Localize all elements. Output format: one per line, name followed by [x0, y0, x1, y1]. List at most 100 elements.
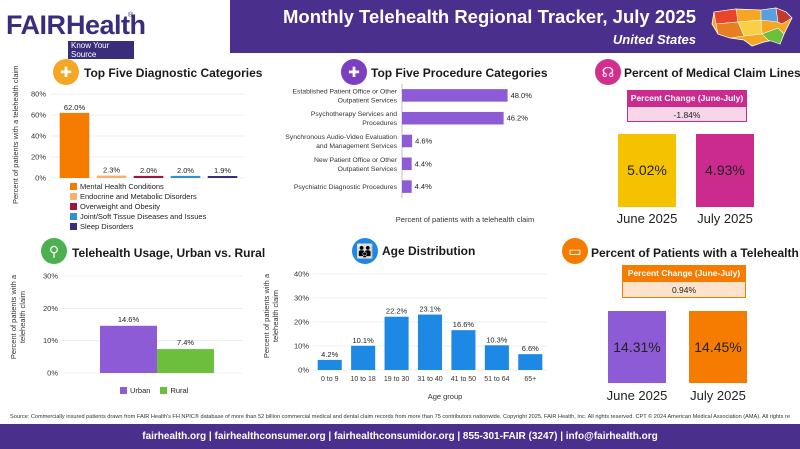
claim-lines-june-label: June 2025	[616, 211, 678, 226]
footer-links[interactable]: fairhealth.org | fairhealthconsumer.org …	[142, 431, 658, 442]
procedure-data-label: 48.0%	[511, 91, 533, 100]
procedure-data-label: 46.2%	[507, 114, 529, 123]
age-data-label: 10.3%	[486, 335, 508, 344]
age-bar	[484, 345, 509, 370]
urban-rural-y-tick: 10%	[43, 336, 58, 345]
diagnostic-bar	[170, 175, 201, 178]
age-y-tick: 40%	[294, 270, 309, 279]
diagnostic-y-tick: 60%	[31, 111, 46, 120]
age-y-label-line1: Percent of patients with a	[262, 273, 271, 359]
urban-rural-y-axis-label: Percent of patients with a telehealth cl…	[9, 272, 27, 362]
patients-june-label: June 2025	[606, 388, 668, 403]
procedure-category-label: Psychotherapy Services and Procedures	[311, 111, 398, 127]
age-data-label: 6.6%	[522, 344, 539, 353]
claim-lines-july-label: July 2025	[697, 211, 753, 226]
legend-swatch	[70, 222, 77, 230]
procedure-category-label: Synchronous Audio-Video Evaluation and Ma…	[285, 134, 397, 150]
legend-swatch	[70, 212, 77, 220]
patients-change-header: Percent Change (June-July)	[622, 265, 746, 281]
claim-lines-change-header: Percent Change (June-July)	[627, 90, 747, 106]
legend-label: Urban	[130, 386, 151, 395]
family-icon: 👪	[352, 238, 378, 264]
age-y-tick: 20%	[294, 318, 309, 327]
procedure-data-label: 4.4%	[415, 182, 432, 191]
age-data-label: 22.2%	[386, 307, 408, 316]
legend-label: Sleep Disorders	[80, 222, 134, 231]
diagnostic-y-tick: 80%	[31, 90, 46, 99]
logo-trademark: ®	[128, 12, 134, 19]
patients-july-value: 14.45%	[694, 339, 742, 355]
age-y-tick: 0%	[298, 366, 309, 375]
source-note: Source: Commercially insured patients dr…	[10, 414, 790, 420]
patients-june-value: 14.31%	[613, 339, 661, 355]
urban-rural-legend: Urban Rural	[120, 380, 198, 398]
procedure-data-label: 4.4%	[415, 159, 432, 168]
diagnostic-y-tick: 40%	[31, 132, 46, 141]
urban-rural-y-tick: 30%	[43, 272, 58, 281]
claim-lines-june-value: 5.02%	[627, 162, 667, 178]
diagnostic-legend-item: Joint/Soft Tissue Diseases and Issues	[70, 212, 206, 222]
diagnostic-data-label: 2.3%	[103, 166, 120, 175]
age-bar	[451, 330, 476, 370]
procedure-bar	[402, 134, 413, 148]
diagnostic-data-label: 62.0%	[64, 103, 86, 112]
legend-swatch	[70, 202, 77, 210]
page-title: Monthly Telehealth Regional Tracker, Jul…	[283, 6, 696, 27]
urban-rural-data-label: 14.6%	[118, 315, 140, 324]
legend-swatch	[120, 386, 127, 394]
urban-rural-chart: 0% 10% 20% 30% 14.6% 7.4%	[43, 272, 242, 378]
medical-kit-icon: ✚	[341, 59, 367, 85]
age-category-label: 65+	[524, 376, 536, 383]
us-map-icon	[706, 0, 800, 53]
age-bar	[518, 354, 543, 370]
monitor-icon: ▭	[562, 238, 588, 264]
urban-rural-y-tick: 0%	[47, 369, 58, 378]
legend-label: Joint/Soft Tissue Diseases and Issues	[80, 212, 207, 221]
legend-label: Overweight and Obesity	[80, 202, 161, 211]
stethoscope-icon: ☊	[595, 59, 621, 85]
diagnostic-bar	[133, 175, 164, 178]
age-category-label: 51 to 64	[484, 376, 509, 383]
procedure-title: Top Five Procedure Categories	[371, 66, 548, 80]
age-category-label: 31 to 40	[417, 376, 442, 383]
diagnostic-y-tick: 20%	[31, 153, 46, 162]
diagnostic-legend-item: Overweight and Obesity	[70, 202, 206, 212]
diagnostic-bar	[96, 175, 127, 178]
logo-fair-text: FAIR	[6, 10, 66, 40]
age-bar	[417, 314, 443, 370]
diagnostic-data-label: 2.0%	[140, 166, 157, 175]
procedure-x-tick: 60%	[526, 201, 541, 202]
patients-change-value: 0.94%	[622, 281, 746, 298]
diagnostic-legend-item: Endocrine and Metabolic Disorders	[70, 192, 206, 202]
urban-rural-legend-item: Urban	[120, 386, 150, 395]
diagnostic-data-label: 2.0%	[177, 166, 194, 175]
diagnostic-chart: 0% 20% 40% 60% 80% 62.0% 2.3% 2.0% 2.0% 1.9%	[31, 90, 245, 183]
procedure-category-label: Established Patient Office or Other Outpa…	[292, 88, 397, 104]
footer: fairhealth.org | fairhealthconsumer.org …	[0, 424, 800, 449]
procedure-x-tick: 40%	[482, 201, 497, 202]
procedure-x-axis-label: Percent of patients with a telehealth cl…	[395, 215, 535, 224]
legend-label: Mental Health Conditions	[80, 182, 164, 191]
title-bar: Monthly Telehealth Regional Tracker, Jul…	[230, 0, 706, 53]
diagnostic-data-label: 1.9%	[214, 166, 231, 175]
age-bar	[317, 359, 342, 370]
age-data-label: 16.6%	[453, 320, 475, 329]
urban-rural-y-label-line1: Percent of patients with a	[9, 274, 18, 360]
procedure-category-label: Psychiatric Diagnostic Procedures	[294, 184, 398, 191]
diagnostic-legend-item: Mental Health Conditions	[70, 182, 206, 192]
urban-rural-bar	[157, 349, 214, 373]
procedure-bar	[402, 157, 412, 171]
urban-rural-title: Telehealth Usage, Urban vs. Rural	[72, 246, 266, 260]
urban-rural-y-label-line2: telehealth claim	[18, 290, 27, 344]
claim-lines-july-value: 4.93%	[705, 162, 745, 178]
age-title: Age Distribution	[382, 244, 476, 258]
legend-swatch	[160, 386, 168, 394]
diagnostic-y-axis-label: Percent of patients with a telehealth cl…	[11, 65, 20, 204]
diagnostic-y-tick: 0%	[35, 174, 46, 183]
fair-health-logo[interactable]: FAIR Health ® Know Your Source	[6, 6, 146, 59]
claim-lines-change-value: -1.84%	[627, 106, 747, 122]
age-y-label-line2: telehealth claim	[271, 289, 280, 343]
age-bar	[351, 345, 376, 370]
age-y-tick: 30%	[294, 294, 309, 303]
age-category-label: 41 to 50	[451, 376, 476, 383]
